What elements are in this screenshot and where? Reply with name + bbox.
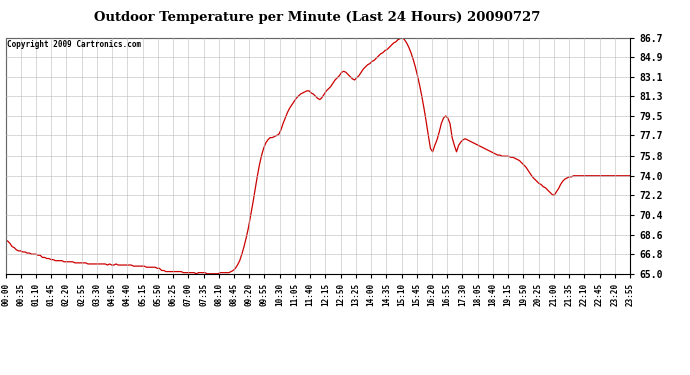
- Text: Outdoor Temperature per Minute (Last 24 Hours) 20090727: Outdoor Temperature per Minute (Last 24 …: [95, 11, 540, 24]
- Text: Copyright 2009 Cartronics.com: Copyright 2009 Cartronics.com: [7, 40, 141, 49]
